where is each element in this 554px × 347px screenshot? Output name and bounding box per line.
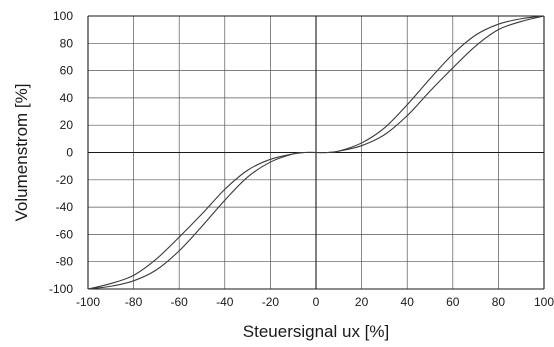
x-tick-labels: -100 -80 -60 -40 -20 0 20 40 60 80 100	[76, 295, 554, 309]
y-tick-label: 100	[53, 9, 73, 23]
series-line-2	[87, 15, 545, 290]
x-tick-label: -60	[171, 295, 189, 309]
x-tick-label: 40	[401, 295, 415, 309]
y-tick-label: 40	[60, 91, 74, 105]
y-tick-label: 80	[60, 36, 74, 50]
y-tick-label: -60	[56, 227, 74, 241]
y-tick-label: -20	[56, 173, 74, 187]
x-tick-label: 100	[534, 295, 554, 309]
y-tick-label: 60	[60, 64, 74, 78]
y-tick-label: 20	[60, 118, 74, 132]
y-tick-label: 0	[66, 146, 73, 160]
x-tick-label: -20	[262, 295, 280, 309]
y-axis-title: Volumenstrom [%]	[12, 84, 31, 222]
y-tick-labels: 100 80 60 40 20 0 -20 -40 -60 -80 -100	[49, 9, 73, 296]
x-tick-label: -100	[76, 295, 100, 309]
x-tick-label: -40	[216, 295, 234, 309]
x-tick-label: -80	[125, 295, 143, 309]
x-axis-title: Steuersignal ux [%]	[243, 322, 389, 341]
y-tick-label: -40	[56, 200, 74, 214]
y-tick-label: -80	[56, 255, 74, 269]
y-tick-label: -100	[49, 282, 73, 296]
x-tick-label: 0	[313, 295, 320, 309]
series	[87, 15, 545, 290]
x-tick-label: 20	[355, 295, 369, 309]
x-tick-label: 80	[492, 295, 506, 309]
x-tick-label: 60	[446, 295, 460, 309]
